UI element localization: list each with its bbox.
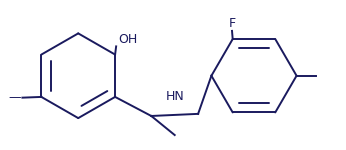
Text: —: — — [8, 91, 21, 104]
Text: F: F — [228, 17, 236, 30]
Text: HN: HN — [165, 90, 184, 103]
Text: OH: OH — [118, 33, 137, 46]
